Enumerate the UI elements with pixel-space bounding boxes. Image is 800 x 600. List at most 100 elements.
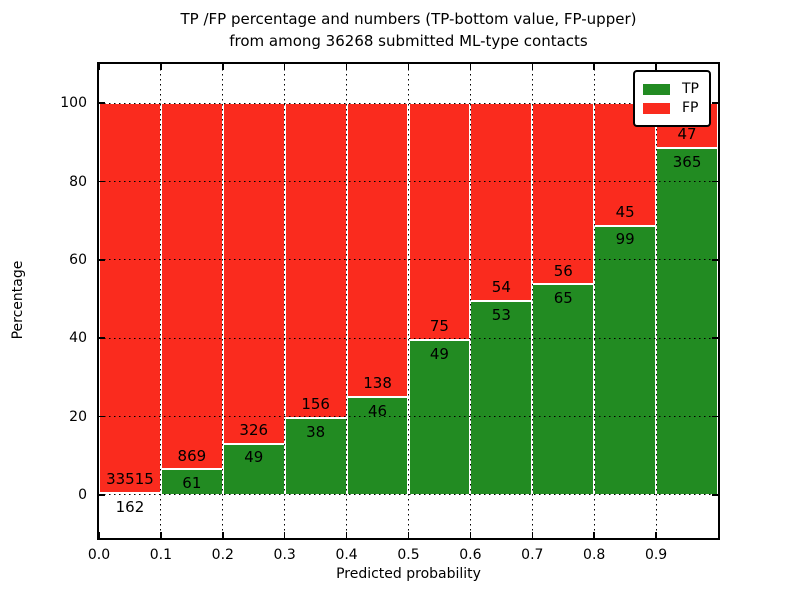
bar-fp-segment [222, 103, 285, 444]
y-tick-label: 100 [60, 95, 87, 112]
fp-count-label: 56 [553, 261, 573, 280]
gridline-horizontal [99, 337, 718, 339]
x-tick-mark [531, 532, 534, 538]
bar-tp-segment [656, 147, 718, 495]
x-tick-mark [222, 532, 224, 538]
x-tick-mark [160, 532, 162, 538]
y-tick-mark [712, 494, 718, 496]
gridline-horizontal [99, 494, 718, 496]
tp-count-label: 49 [244, 448, 264, 467]
x-tick-mark [283, 532, 286, 538]
gridline-vertical [222, 64, 224, 538]
bar-fp-segment [470, 103, 533, 301]
bar-tp-segment [470, 300, 533, 495]
x-tick-label: 0.2 [211, 547, 234, 563]
fp-count-label: 156 [301, 395, 330, 414]
legend-swatch-tp [643, 83, 670, 95]
x-tick-mark [531, 64, 534, 70]
y-tick-label: 60 [69, 251, 87, 268]
x-tick-mark [593, 64, 595, 70]
x-tick-mark [655, 532, 657, 538]
x-tick-label: 0.1 [149, 547, 173, 563]
y-tick-label: 40 [69, 330, 87, 347]
legend-label-fp: FP [682, 100, 699, 116]
x-axis-label: Predicted probability [336, 566, 481, 582]
tp-count-label: 99 [615, 230, 635, 249]
gridline-horizontal [99, 102, 718, 104]
y-tick-label: 80 [69, 173, 87, 190]
bar-fp-segment [408, 103, 471, 341]
x-tick-mark [593, 532, 595, 538]
y-tick-label: 20 [69, 408, 87, 425]
legend: TP FP [633, 70, 711, 127]
bar-fp-segment [160, 103, 223, 470]
gridline-vertical [469, 64, 471, 538]
y-tick-mark [712, 102, 718, 104]
plot-area: TP FP 33515 162 869 61 326 49 156 38 138 46 75 49 54 5… [97, 62, 720, 540]
y-tick-mark [99, 415, 105, 418]
fp-count-label: 54 [491, 278, 511, 297]
fp-count-label: 75 [429, 317, 449, 336]
x-tick-label: 0.8 [583, 547, 606, 563]
x-tick-label: 0.3 [273, 547, 296, 563]
legend-swatch-fp [643, 102, 670, 114]
x-tick-label: 0.6 [459, 547, 482, 563]
bar-tp-segment [346, 396, 409, 495]
y-tick-mark [99, 337, 105, 339]
x-tick-label: 0.7 [521, 547, 544, 563]
y-tick-mark [99, 259, 105, 261]
fp-count-label: 138 [363, 374, 392, 393]
y-tick-mark [99, 180, 105, 183]
bar-tp-segment [594, 225, 657, 495]
x-tick-mark [160, 64, 162, 70]
tp-count-label: 38 [306, 422, 326, 441]
gridline-horizontal [99, 181, 718, 183]
x-tick-mark [222, 64, 224, 70]
legend-item-tp: TP [643, 81, 699, 97]
x-tick-mark [469, 532, 472, 538]
gridline-vertical [346, 64, 348, 538]
fp-count-label: 47 [677, 125, 697, 144]
y-tick-label: 0 [78, 486, 87, 503]
legend-item-fp: FP [643, 100, 699, 116]
bar-tp-segment [284, 418, 347, 495]
tp-count-label: 46 [368, 401, 388, 420]
x-tick-mark [345, 64, 348, 70]
bar-fp-segment [532, 103, 595, 285]
gridline-vertical [531, 64, 533, 538]
fp-count-label: 869 [177, 446, 207, 465]
y-tick-mark [99, 494, 105, 496]
fp-count-label: 33515 [106, 470, 154, 489]
tp-count-label: 365 [672, 152, 702, 171]
tp-count-label: 53 [491, 305, 511, 324]
gridline-vertical [655, 64, 657, 538]
bar-tp-segment [160, 469, 223, 495]
bar-fp-segment [99, 103, 161, 494]
x-tick-mark [283, 64, 286, 70]
y-tick-mark [712, 337, 718, 339]
legend-label-tp: TP [682, 81, 699, 97]
x-tick-mark [98, 64, 100, 70]
x-tick-mark [345, 532, 348, 538]
x-tick-label: 0.4 [335, 547, 358, 563]
gridline-vertical [160, 64, 162, 538]
x-tick-label: 0.9 [644, 547, 668, 563]
bar-fp-segment [346, 103, 409, 397]
bar-tp-segment [532, 284, 595, 495]
fp-count-label: 326 [239, 421, 269, 440]
chart-title-line2: from among 36268 submitted ML-type conta… [229, 32, 588, 50]
gridline-horizontal [99, 416, 718, 418]
tp-count-label: 61 [182, 473, 202, 492]
gridline-horizontal [99, 259, 718, 261]
x-tick-mark [407, 532, 410, 538]
x-tick-label: 0.5 [397, 547, 420, 563]
y-tick-mark [99, 102, 105, 104]
bar-fp-segment [284, 103, 347, 419]
x-tick-mark [98, 532, 100, 538]
y-axis-label: Percentage [10, 260, 26, 340]
gridline-vertical [408, 64, 409, 538]
tp-count-label: 65 [553, 289, 573, 308]
x-tick-mark [655, 64, 657, 70]
x-tick-mark [469, 64, 472, 70]
